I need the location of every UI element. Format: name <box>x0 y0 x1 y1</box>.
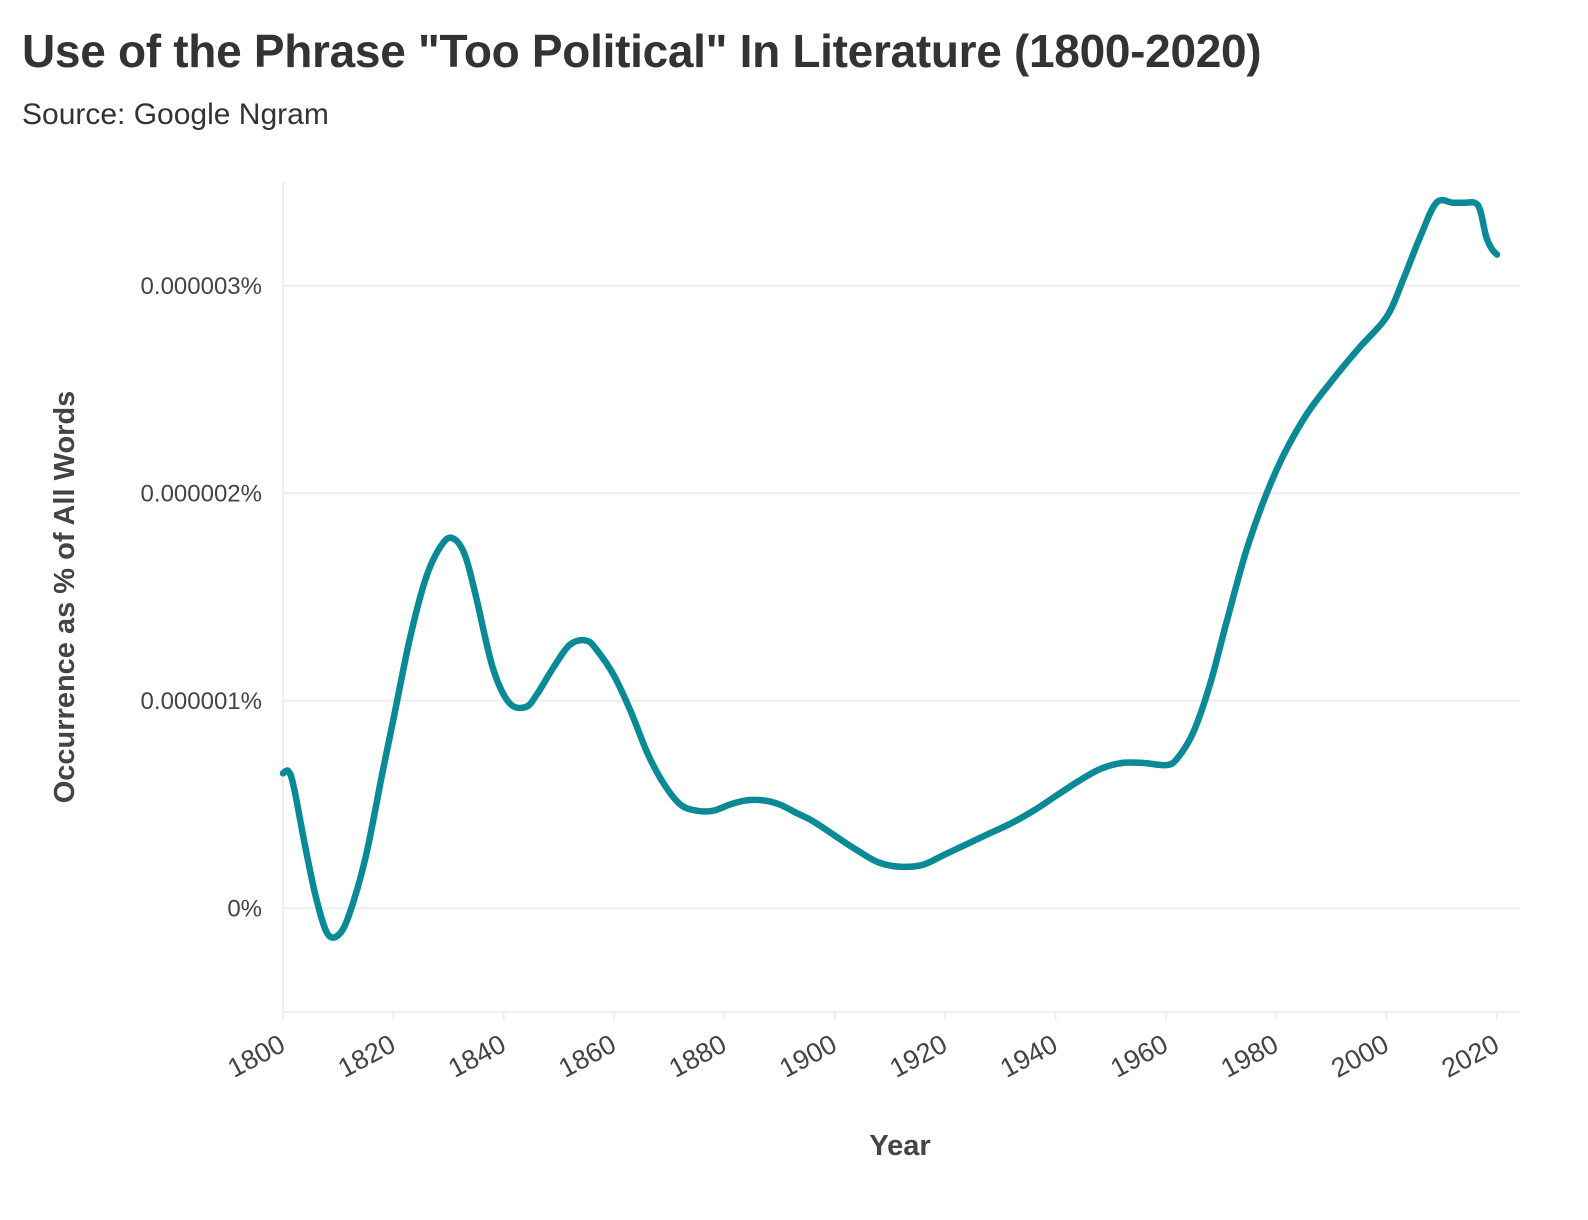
axes <box>282 182 1520 1013</box>
y-axis-ticks: 0% 0.000001% 0.000002% 0.000003% <box>141 273 262 923</box>
x-tick-label: 1800 <box>223 1029 290 1084</box>
x-tick-label: 1920 <box>885 1029 952 1084</box>
chart-subtitle: Source: Google Ngram <box>22 98 329 131</box>
gridlines <box>283 284 1520 910</box>
x-axis-ticks: 1800 1820 1840 1860 1880 1900 1920 1940 1960 1980… <box>223 1012 1504 1084</box>
x-tick-label: 1880 <box>664 1029 731 1084</box>
x-tick-label: 1900 <box>775 1029 842 1084</box>
x-tick-label: 1940 <box>995 1029 1062 1084</box>
x-tick-label: 1840 <box>443 1029 510 1084</box>
y-tick-label: 0.000002% <box>141 480 262 507</box>
series-layer <box>279 196 1501 941</box>
x-tick-label: 2000 <box>1326 1029 1393 1084</box>
y-tick-label: 0% <box>227 895 262 922</box>
x-axis-title: Year <box>869 1130 930 1162</box>
x-tick-label: 2020 <box>1437 1029 1504 1084</box>
chart-title: Use of the Phrase "Too Political" In Lit… <box>22 25 1262 77</box>
y-tick-label: 0.000001% <box>141 688 262 715</box>
series-line <box>279 196 1501 941</box>
x-tick-label: 1960 <box>1106 1029 1173 1084</box>
y-tick-label: 0.000003% <box>141 273 262 300</box>
x-tick-label: 1820 <box>333 1029 400 1084</box>
y-axis-title: Occurrence as % of All Words <box>49 391 81 804</box>
x-tick-label: 1860 <box>554 1029 621 1084</box>
x-tick-label: 1980 <box>1216 1029 1283 1084</box>
